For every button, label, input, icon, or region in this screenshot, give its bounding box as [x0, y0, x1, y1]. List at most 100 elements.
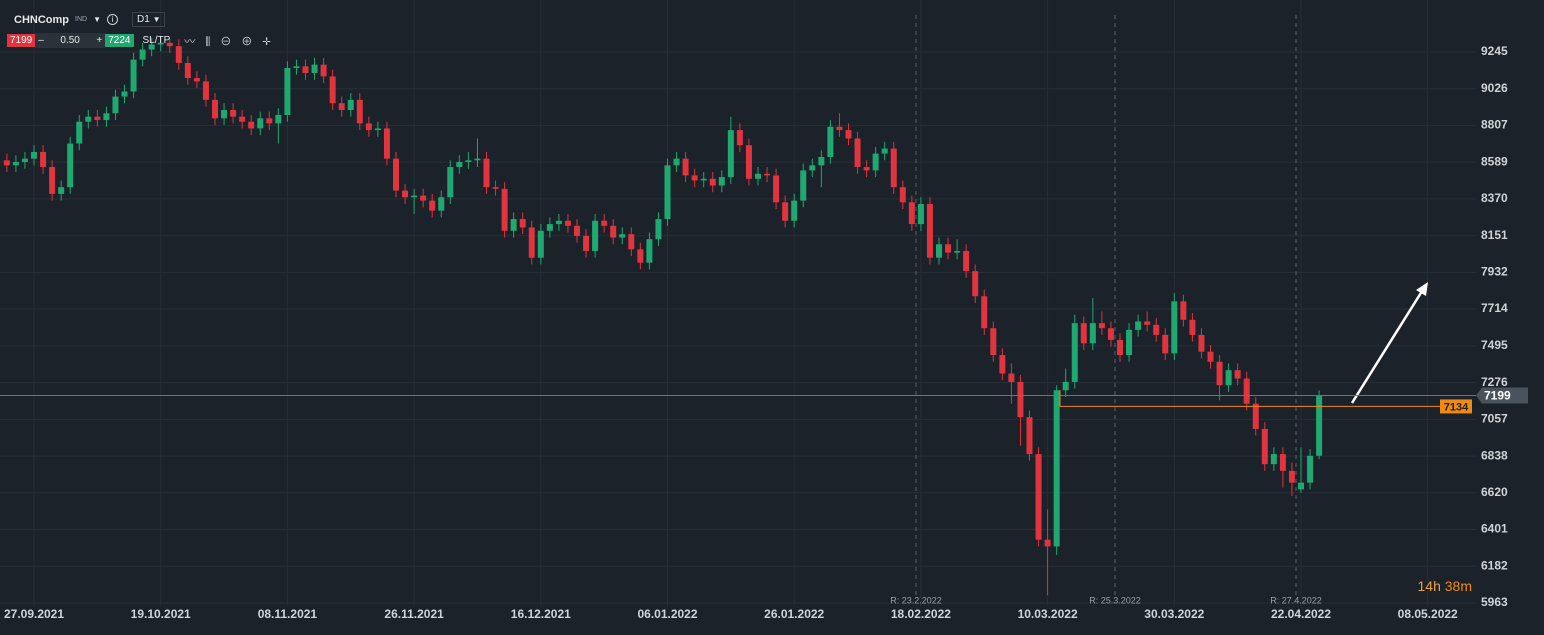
candle-body [356, 99, 363, 124]
sell-button[interactable]: 7199 [7, 34, 36, 47]
arrow-head [1416, 282, 1428, 296]
candle-body [411, 195, 418, 198]
candle-body [546, 224, 553, 231]
candle-body [664, 165, 671, 220]
candle-body [311, 64, 318, 74]
candle-body [1279, 454, 1286, 471]
candle-body [990, 328, 997, 356]
lot-minus[interactable]: – [38, 35, 44, 46]
candle-body [393, 158, 399, 191]
candle-body [103, 113, 110, 121]
candle-body [881, 148, 888, 154]
marker-label: R: 25.3.2022 [1089, 595, 1141, 605]
trade-bar: 7199 – 0.50 + 7224 SL/TP 〰⫼⊖⊕✛ [7, 33, 281, 48]
candle-body [528, 227, 535, 258]
candle-body [619, 234, 626, 238]
candle-body [782, 202, 789, 221]
candle-body [49, 167, 56, 194]
candle-body [655, 219, 662, 240]
candle-body [718, 177, 725, 186]
sltp-button[interactable]: SL/TP [142, 35, 171, 46]
candle-body [447, 167, 454, 198]
candle-body [1252, 403, 1259, 429]
y-tick-label: 9026 [1481, 81, 1508, 95]
y-tick-label: 8151 [1481, 228, 1508, 242]
candle-body [574, 225, 580, 236]
candle-body [492, 187, 499, 189]
candle-body [836, 126, 843, 131]
symbol[interactable]: CHNComp [14, 13, 69, 26]
x-tick-label: 16.12.2021 [511, 607, 571, 621]
candle-body [166, 42, 173, 47]
info-icon[interactable]: i [106, 14, 118, 25]
marker-label: R: 27.4.2022 [1270, 595, 1322, 605]
candle-body [12, 161, 19, 166]
candle-body [963, 250, 970, 272]
candle-body [637, 249, 644, 263]
candle-body [465, 160, 472, 162]
candle-body [474, 158, 481, 161]
candle-body [31, 151, 37, 159]
candle-body [1234, 370, 1241, 379]
candle-body [809, 165, 816, 171]
candle-body [1089, 323, 1096, 344]
x-tick-label: 08.05.2022 [1398, 607, 1458, 621]
candle-body [1261, 428, 1268, 465]
candle-body [890, 148, 897, 188]
last-price-label: 7199 [1484, 389, 1511, 403]
x-tick-label: 18.02.2022 [891, 607, 951, 621]
candle-body [1044, 539, 1051, 547]
lot-plus[interactable]: + [96, 35, 103, 46]
y-tick-label: 8370 [1481, 191, 1508, 205]
candle-body [709, 178, 716, 186]
candle-body [936, 244, 942, 258]
candle-body [899, 187, 906, 203]
order-tag [1440, 399, 1472, 414]
candle-body [175, 46, 182, 63]
countdown: 14h 38m [1418, 578, 1472, 594]
lot-size[interactable]: 0.50 [60, 35, 80, 46]
timeframe[interactable]: D1 ▼ [131, 12, 166, 27]
candle-body [1180, 301, 1187, 320]
symbol-bar: CHNComp IND ▼ i D1 ▼ [14, 12, 166, 27]
x-tick-label: 26.01.2022 [764, 607, 824, 621]
timeframe-label: D1 [136, 14, 150, 25]
tool-icons[interactable]: 〰⫼⊖⊕✛ [184, 35, 281, 48]
candle-body [275, 114, 282, 124]
candle-body [374, 128, 381, 131]
candle-body [148, 44, 155, 50]
candle-body [1270, 454, 1277, 465]
candle-body [628, 234, 635, 250]
candle-body [691, 175, 698, 181]
candle-body [1153, 324, 1160, 335]
candle-body [700, 178, 707, 181]
buy-button[interactable]: 7224 [105, 34, 134, 47]
symbol-dropdown[interactable]: ▼ [93, 15, 101, 24]
candle-body [673, 158, 680, 166]
candle-body [21, 158, 28, 162]
candle-body [112, 96, 119, 114]
candle-body [610, 225, 617, 238]
candle-body [1080, 323, 1087, 344]
candle-body [420, 195, 427, 201]
y-tick-label: 8589 [1481, 154, 1508, 168]
candle-body [130, 59, 137, 92]
candle-body [682, 158, 689, 176]
candle-body [564, 220, 571, 226]
last-price-tag [1476, 387, 1528, 404]
candle-body [1017, 381, 1024, 418]
x-tick-label: 27.09.2021 [4, 607, 64, 621]
candle-body [3, 160, 10, 166]
candle-body [383, 128, 390, 159]
order-label: 7134 [1444, 401, 1469, 413]
candle-body [1216, 361, 1223, 386]
candle-body [854, 138, 861, 168]
candle-body [438, 197, 445, 211]
candle-body [1126, 329, 1133, 356]
candle-body [402, 190, 409, 198]
candle-body [347, 99, 354, 110]
candle-body [121, 91, 128, 97]
candle-body [800, 170, 807, 201]
